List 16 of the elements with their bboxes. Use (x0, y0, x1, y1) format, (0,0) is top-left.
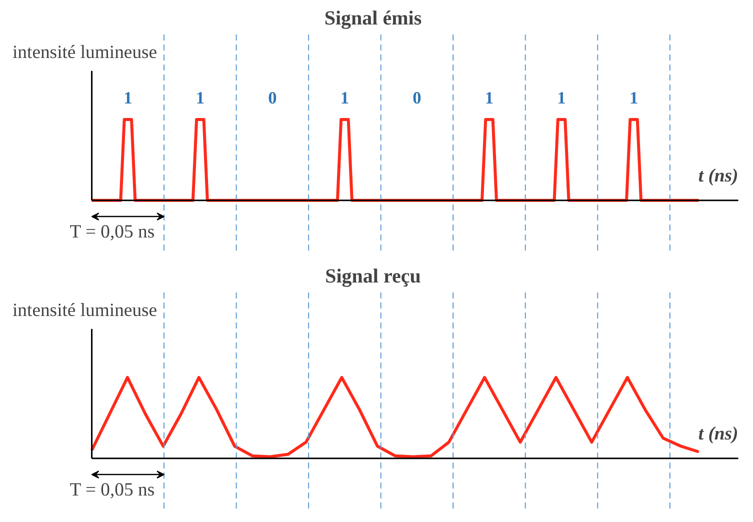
text: 1 (340, 88, 350, 108)
text: 1 (124, 88, 132, 108)
text: 1 (196, 88, 205, 108)
text: 0 (268, 88, 277, 108)
text: 0 (412, 88, 422, 108)
x-axis-title: t (ns) (698, 423, 738, 444)
text: 1 (557, 88, 566, 108)
x-axis-title: t (ns) (698, 165, 738, 186)
text: 1 (484, 88, 494, 108)
text: T = 0,05 ns (70, 480, 155, 501)
text: T = 0,05 ns (70, 222, 155, 243)
chart-title: Signal émis (324, 8, 422, 30)
y-axis-title: intensité lumineuse (12, 42, 158, 63)
text: 1 (629, 88, 638, 108)
y-axis-title: intensité lumineuse (12, 300, 158, 321)
chart-title: Signal reçu (325, 266, 421, 288)
